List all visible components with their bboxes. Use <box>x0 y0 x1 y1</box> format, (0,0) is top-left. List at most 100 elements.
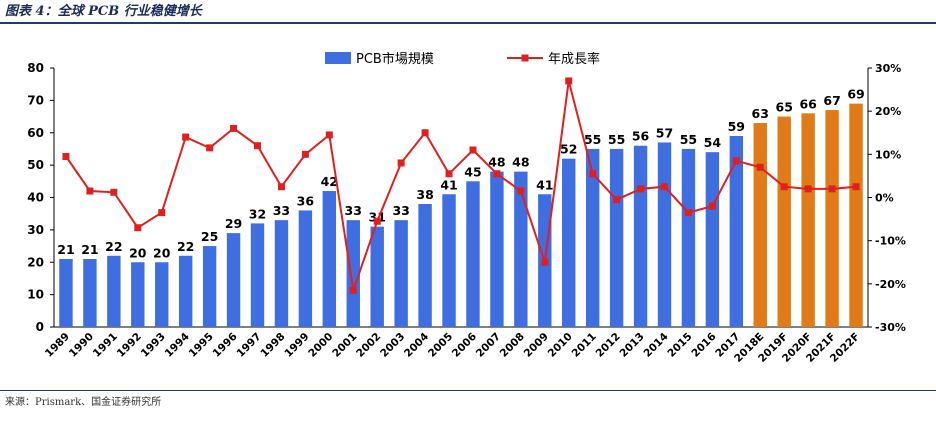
growth-rate-line <box>65 80 857 291</box>
bar-1996 <box>226 233 241 327</box>
bar-2019F <box>777 116 791 327</box>
y-left-tick-label: 80 <box>27 61 44 75</box>
x-tick-label: 2006 <box>450 331 479 360</box>
growth-point-1994 <box>182 133 190 141</box>
growth-point-2001 <box>349 286 357 294</box>
x-tick-label: 1997 <box>234 331 263 360</box>
clipped-body-text <box>330 421 920 427</box>
y-right-tick-label: -10% <box>875 235 906 248</box>
bar-value-label: 36 <box>297 193 315 208</box>
x-tick-label: 2002 <box>354 331 383 360</box>
figure-title: 图表 4：全球 PCB 行业稳健增长 <box>5 4 202 19</box>
bar-value-label: 22 <box>105 239 122 254</box>
bar-value-label: 33 <box>273 203 290 218</box>
x-tick-label: 1990 <box>67 331 96 360</box>
legend-bar-swatch <box>325 52 351 64</box>
bar-2001 <box>346 220 360 327</box>
bar-value-label: 48 <box>488 155 505 170</box>
bar-1995 <box>202 246 217 327</box>
growth-point-2013 <box>637 185 645 193</box>
growth-point-2006 <box>469 146 477 154</box>
legend-bar-label: PCB市場規模 <box>356 51 434 67</box>
bar-value-label: 69 <box>847 87 864 102</box>
y-right-tick-label: 30% <box>875 62 901 75</box>
growth-point-1992 <box>134 224 142 232</box>
y-left-tick-label: 60 <box>27 126 44 140</box>
growth-point-1999 <box>301 150 309 158</box>
bar-value-label: 63 <box>752 106 769 121</box>
bar-value-label: 22 <box>177 239 194 254</box>
growth-point-2022F <box>852 183 860 191</box>
bar-1994 <box>178 255 193 327</box>
growth-point-2016 <box>708 202 716 210</box>
bar-2000 <box>322 191 337 327</box>
growth-point-2015 <box>684 209 692 217</box>
legend-line-marker <box>521 54 529 62</box>
x-tick-label: 2000 <box>306 331 335 360</box>
bar-value-label: 29 <box>225 216 242 231</box>
bar-value-label: 55 <box>584 132 601 147</box>
bar-value-label: 33 <box>392 203 409 218</box>
growth-point-1996 <box>230 124 238 132</box>
pcb-growth-chart: 0 10 20 30 40 50 60 70 80 -30% -20% -10% 0% 10% 20% 30%… <box>27 51 906 365</box>
bar-value-label: 57 <box>656 125 673 140</box>
x-tick-label: 1996 <box>211 331 240 360</box>
growth-point-2018E <box>756 163 764 171</box>
title-rule <box>0 22 936 24</box>
growth-point-2017 <box>732 157 740 165</box>
source-note: 来源：Prismark、国金证券研究所 <box>5 397 162 408</box>
x-tick-label: 2007 <box>474 331 503 360</box>
y-left-tick-label: 70 <box>27 93 44 107</box>
x-tick-label: 2015 <box>665 331 694 360</box>
growth-point-2020F <box>804 185 812 193</box>
bar-2004 <box>418 203 432 327</box>
bar-2017 <box>729 135 744 327</box>
growth-point-2009 <box>541 258 549 266</box>
bar-value-label: 56 <box>632 129 650 144</box>
y-left-tick-label: 30 <box>27 223 44 237</box>
x-tick-label: 1998 <box>258 331 287 360</box>
y-right-tick-label: 0% <box>875 192 894 205</box>
x-tick-label: 2011 <box>570 331 599 360</box>
bar-value-label: 20 <box>153 245 171 260</box>
bar-2014 <box>657 142 672 327</box>
growth-point-1991 <box>110 188 118 196</box>
growth-point-1998 <box>277 183 285 191</box>
bar-2011 <box>585 148 600 327</box>
bar-2021F <box>825 110 839 328</box>
y-left-tick-label: 50 <box>27 158 44 172</box>
bar-2022F <box>849 103 863 327</box>
bar-2018E <box>753 123 767 327</box>
x-tick-label: 1991 <box>91 331 120 360</box>
x-tick-label: 2001 <box>330 331 359 360</box>
x-tick-label: 2008 <box>498 331 527 360</box>
bar-2015 <box>681 148 696 327</box>
bar-value-label: 55 <box>680 132 697 147</box>
bar-value-label: 21 <box>57 242 74 257</box>
y-right-tick-label: 20% <box>875 105 901 118</box>
bar-value-label: 54 <box>704 135 722 150</box>
bar-2005 <box>442 194 456 327</box>
x-tick-label: 2010 <box>546 331 575 360</box>
bar-value-label: 21 <box>81 242 98 257</box>
bar-2020F <box>801 113 815 327</box>
growth-point-2000 <box>325 131 333 139</box>
growth-point-2003 <box>397 159 405 167</box>
bar-2013 <box>633 145 648 327</box>
bar-value-label: 33 <box>345 203 362 218</box>
growth-point-2010 <box>565 77 573 85</box>
x-tick-label: 1999 <box>282 331 311 360</box>
bar-1997 <box>250 223 265 327</box>
growth-point-1989 <box>62 152 70 160</box>
growth-point-2002 <box>373 217 381 225</box>
bar-value-label: 59 <box>728 119 745 134</box>
x-tick-label: 2014 <box>641 331 670 360</box>
growth-point-1993 <box>158 209 166 217</box>
y-right-tick-label: -20% <box>875 278 906 291</box>
growth-point-2008 <box>517 187 525 195</box>
growth-point-2014 <box>661 183 668 191</box>
growth-point-2019F <box>780 183 788 191</box>
y-left-tick-label: 20 <box>27 255 44 269</box>
x-tick-label: 1993 <box>139 331 168 360</box>
growth-point-2007 <box>493 170 501 178</box>
